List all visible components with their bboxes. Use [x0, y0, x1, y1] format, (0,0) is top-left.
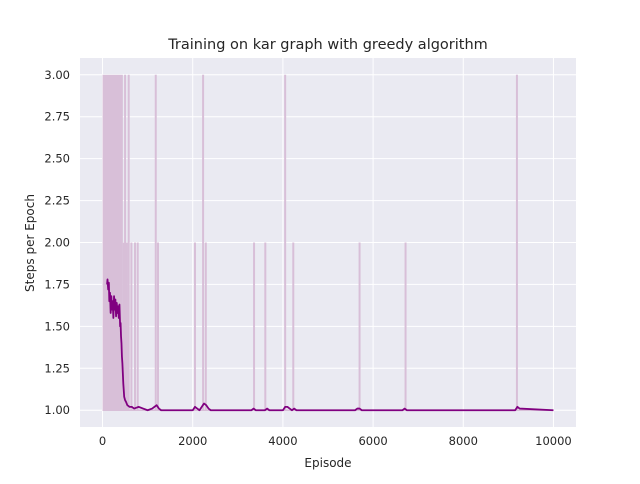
y-tick-label: 1.75	[44, 277, 70, 291]
y-axis-label: Steps per Epoch	[23, 194, 37, 292]
x-tick-label: 10000	[535, 434, 572, 448]
x-tick-label: 4000	[268, 434, 297, 448]
y-tick-label: 2.75	[44, 110, 70, 124]
y-tick-label: 2.50	[44, 152, 70, 166]
smoothed-series-line	[106, 278, 554, 412]
y-tick-labels: 1.00 1.25 1.50 1.75 2.00 2.25 2.50 2.75 3.00	[44, 68, 70, 417]
y-tick-label: 1.00	[44, 403, 70, 417]
y-tick-label: 2.00	[44, 236, 70, 250]
x-tick-label: 6000	[358, 434, 387, 448]
x-tick-label: 2000	[178, 434, 207, 448]
chart-title: Training on kar graph with greedy algori…	[167, 37, 488, 53]
y-tick-label: 1.50	[44, 319, 70, 333]
x-tick-labels: 0 2000 4000 6000 8000 10000	[99, 434, 572, 448]
x-tick-label: 0	[99, 434, 106, 448]
raw-dense-region	[102, 74, 123, 411]
x-axis-label: Episode	[304, 456, 351, 470]
y-tick-label: 1.25	[44, 361, 70, 375]
y-tick-label: 3.00	[44, 68, 70, 82]
x-tick-label: 8000	[449, 434, 478, 448]
y-tick-label: 2.25	[44, 194, 70, 208]
